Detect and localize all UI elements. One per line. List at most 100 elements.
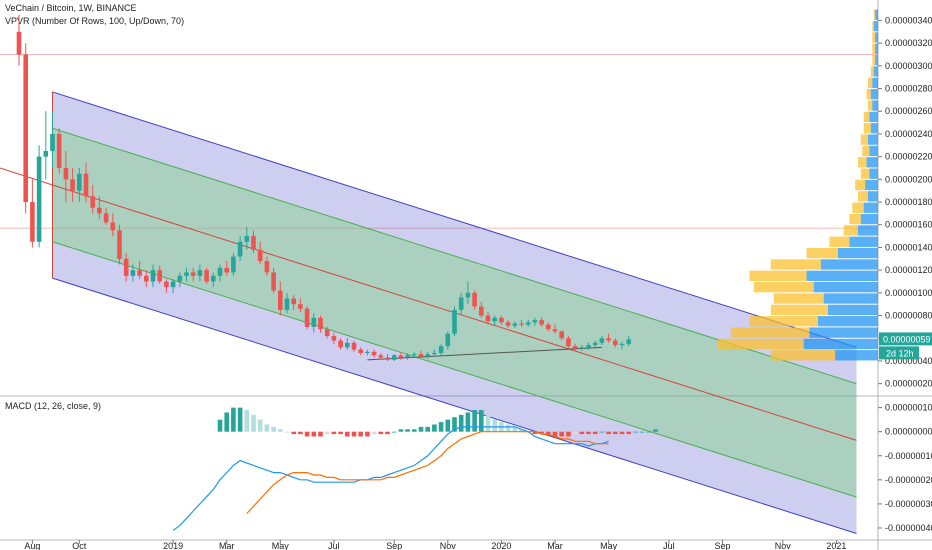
candle-2 <box>30 202 35 242</box>
time-tick-label-3: Mar <box>219 541 235 550</box>
candle-17 <box>130 270 136 276</box>
candle-79 <box>546 324 551 330</box>
volume-profile-down-21 <box>806 247 838 259</box>
macd-histogram-bar-29 <box>412 429 417 432</box>
candle-48 <box>338 340 343 348</box>
time-tick-label-14: 2021 <box>826 541 846 550</box>
candle-31 <box>224 267 229 273</box>
volume-profile-down-29 <box>718 338 804 350</box>
macd-histogram-bar-17 <box>331 431 337 435</box>
time-tick-label-11: Jul <box>663 541 675 550</box>
candle-51 <box>358 349 363 354</box>
macd-histogram-bar-12 <box>298 431 303 435</box>
candle-16 <box>123 258 129 276</box>
macd-line <box>172 426 609 531</box>
time-tick-label-10: May <box>600 541 618 550</box>
candle-76 <box>525 322 531 325</box>
candle-56 <box>391 355 397 360</box>
volume-profile-up-0 <box>875 9 878 20</box>
volume-profile-down-1 <box>872 20 874 32</box>
candle-23 <box>170 281 176 288</box>
candle-78 <box>539 320 544 325</box>
candle-73 <box>505 322 511 326</box>
candle-29 <box>211 275 216 282</box>
time-tick-label-7: Nov <box>440 541 457 550</box>
candle-67 <box>465 292 471 298</box>
macd-histogram-bar-7 <box>264 424 270 432</box>
macd-histogram-bar-9 <box>278 429 283 432</box>
price-tick-label-13: 0.00000080 <box>885 311 932 321</box>
volume-profile-up-7 <box>870 89 878 100</box>
support-trendline <box>367 346 602 361</box>
candle-68 <box>472 292 477 307</box>
volume-profile-up-15 <box>865 179 878 191</box>
volume-profile-down-3 <box>872 43 876 54</box>
macd-signal-line <box>246 431 609 514</box>
volume-profile-down-10 <box>863 123 871 134</box>
candle-58 <box>405 355 410 358</box>
candle-59 <box>412 354 417 356</box>
candle-52 <box>365 351 370 354</box>
candle-71 <box>492 317 497 322</box>
candle-18 <box>137 270 142 276</box>
volume-profile-up-13 <box>866 157 878 168</box>
countdown-label: 2d 12h <box>886 348 914 358</box>
volume-profile-down-12 <box>862 145 870 157</box>
volume-profile-up-25 <box>823 293 878 304</box>
volume-profile-up-26 <box>828 304 878 316</box>
candle-66 <box>458 297 464 310</box>
candle-32 <box>231 256 236 273</box>
candle-57 <box>398 355 404 358</box>
volume-profile-up-2 <box>875 32 878 43</box>
candle-21 <box>157 270 162 282</box>
candle-46 <box>324 329 330 336</box>
volume-profile-up-1 <box>873 20 878 32</box>
macd-tick-label-3: -0.00000020 <box>885 475 932 485</box>
macd-histogram-bar-63 <box>639 431 645 433</box>
macd-histogram-bar-35 <box>452 417 457 432</box>
chart-title: VeChain / Bitcoin, 1W, BINANCE <box>5 3 137 13</box>
time-tick-label-2: 2019 <box>163 541 183 550</box>
candle-1 <box>23 54 28 203</box>
macd-histogram-bar-27 <box>398 429 404 432</box>
candle-33 <box>237 241 243 257</box>
candle-53 <box>371 351 377 356</box>
macd-histogram-bar-48 <box>539 431 544 435</box>
volume-profile-up-14 <box>869 168 878 179</box>
candle-11 <box>90 196 95 208</box>
candle-43 <box>304 308 310 327</box>
volume-profile-up-5 <box>873 66 878 77</box>
price-tick-label-2: 0.00000300 <box>885 61 932 71</box>
macd-histogram-bar-14 <box>311 431 317 437</box>
time-tick-label-13: Nov <box>775 541 792 550</box>
macd-histogram-bar-15 <box>318 431 323 437</box>
candle-40 <box>284 298 290 310</box>
candle-41 <box>291 298 296 305</box>
macd-histogram-bar-37 <box>465 412 471 432</box>
price-tick-label-9: 0.00000160 <box>885 220 932 230</box>
candle-55 <box>385 357 390 360</box>
volume-profile-down-8 <box>868 100 873 111</box>
price-tick-label-1: 0.00000320 <box>885 38 932 48</box>
macd-histogram-bar-32 <box>432 424 437 432</box>
macd-histogram-bar-30 <box>418 426 424 432</box>
channel-upper-line <box>52 91 857 348</box>
volume-profile-up-17 <box>863 202 878 213</box>
volume-profile-down-6 <box>868 77 873 89</box>
macd-histogram-bar-4 <box>244 410 250 432</box>
candle-86 <box>592 342 598 346</box>
macd-histogram-bar-5 <box>251 414 256 432</box>
countdown-badge <box>879 346 919 360</box>
volume-profile-down-16 <box>858 191 868 202</box>
volume-profile-down-19 <box>843 225 858 236</box>
price-tick-label-6: 0.00000220 <box>885 152 932 162</box>
macd-histogram-bar-64 <box>646 431 652 433</box>
candle-81 <box>559 331 564 339</box>
candle-90 <box>619 343 625 346</box>
macd-histogram-bar-26 <box>391 431 397 433</box>
volume-profile-up-28 <box>809 327 878 338</box>
candle-5 <box>50 133 55 151</box>
candle-36 <box>257 249 263 262</box>
candle-0 <box>16 31 22 55</box>
